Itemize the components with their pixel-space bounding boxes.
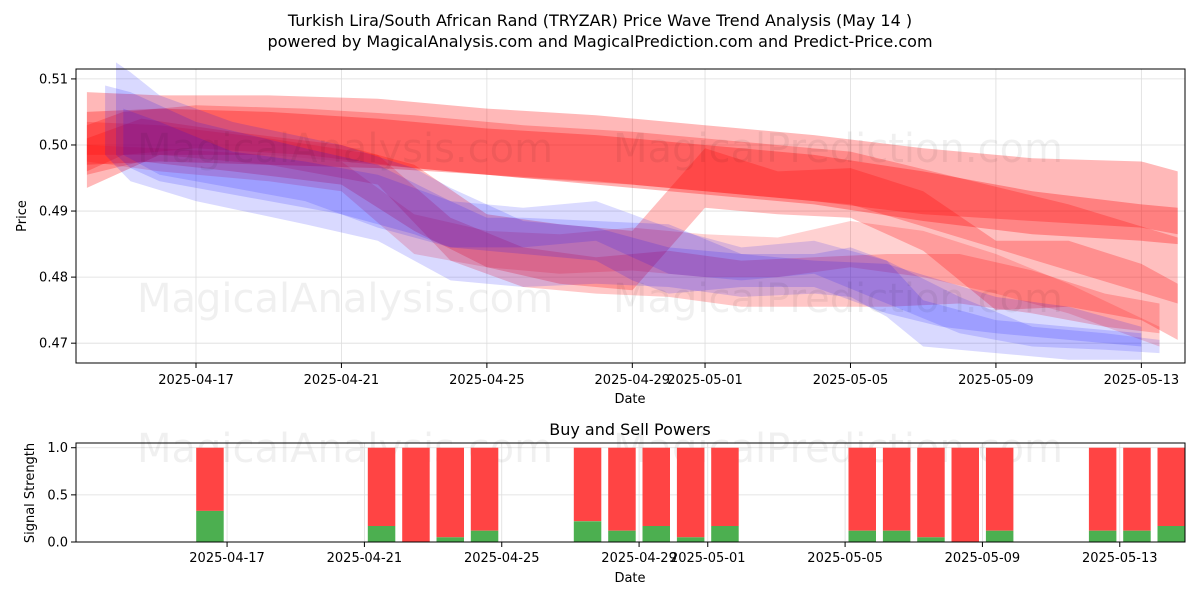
band-red-wave-5 [86,121,1160,334]
price-panel: MagicalAnalysis.com MagicalPrediction.co… [15,62,1186,407]
signal-ytick-label-1: 0.5 [47,488,68,503]
band-blue-wave-3 [123,108,1160,354]
price-ytick-label-0: 0.47 [39,337,68,352]
price-y-label: Price [15,200,30,232]
signal-xtick-label-3: 2025-04-29 [601,551,677,566]
sell-bar-7 [642,447,670,526]
price-bands [86,62,1178,360]
signal-xtick-label-2: 2025-04-25 [464,551,540,566]
watermark-analysis-mid: MagicalAnalysis.com [137,276,553,322]
price-ytick-label-1: 0.48 [39,271,68,286]
band-red-wave-2 [86,105,1178,304]
price-plot-frame [75,68,1186,364]
price-xtick-label-3: 2025-04-29 [595,373,671,388]
sell-bar-13 [951,447,979,542]
sell-bar-1 [367,447,396,526]
sell-bar-17 [1157,447,1185,526]
band-blue-wave-2 [116,62,1142,347]
sell-bar-14 [985,447,1014,531]
signal-xtick-label-5: 2025-05-05 [807,551,883,566]
signal-xtick-label-7: 2025-05-13 [1082,551,1158,566]
sell-bar-11 [882,447,911,531]
sell-bar-2 [402,447,430,542]
price-x-label: Date [614,392,645,407]
buy-bar-8 [676,537,705,542]
price-xtick-label-4: 2025-05-01 [667,373,743,388]
sell-bar-6 [608,447,636,531]
signal-x-label: Date [614,571,645,586]
buy-bar-15 [1088,530,1117,542]
signal-xtick-label-1: 2025-04-21 [327,551,403,566]
watermark-prediction-mid: MagicalPrediction.com [613,276,1063,322]
buy-bar-1 [367,526,396,542]
buy-bar-5 [573,521,602,542]
watermark-prediction-top: MagicalPrediction.com [613,126,1063,172]
sell-bar-9 [711,447,739,526]
signal-xtick-label-0: 2025-04-17 [189,551,265,566]
signal-ytick-label-0: 0.0 [47,536,68,551]
signal-title: Buy and Sell Powers [549,420,711,439]
band-red-wave-3 [86,92,1178,235]
buy-bar-9 [711,526,739,542]
price-y-axis: 0.47 0.48 0.49 0.50 0.51 [39,72,76,352]
band-blue-wave-1 [105,85,1142,360]
sell-bar-3 [436,447,464,538]
signal-bars [196,447,1185,542]
sell-bar-10 [848,447,876,531]
band-red-wave-4 [86,118,1178,340]
sell-bar-12 [917,447,945,538]
signal-xtick-label-6: 2025-05-09 [945,551,1021,566]
price-x-axis: 2025-04-17 2025-04-21 2025-04-25 2025-04-29… [158,363,1179,388]
buy-bar-11 [882,530,911,542]
signal-plot-frame [75,442,1186,543]
chart-subtitle: powered by MagicalAnalysis.com and Magic… [267,32,932,51]
price-xtick-label-5: 2025-05-05 [813,373,889,388]
signal-ytick-label-2: 1.0 [47,441,68,456]
sell-bar-5 [573,447,602,522]
chart-title: Turkish Lira/South African Rand (TRYZAR)… [287,11,912,30]
sell-bar-0 [196,447,224,511]
sell-bar-4 [470,447,499,531]
sell-bar-16 [1123,447,1151,531]
sell-bar-15 [1088,447,1117,531]
buy-bar-17 [1157,526,1185,542]
price-xtick-label-2: 2025-04-25 [449,373,525,388]
price-grid [76,69,1185,363]
signal-panel: Buy and Sell Powers MagicalAnalysis.com … [23,420,1186,586]
buy-bar-6 [608,530,636,542]
buy-bar-14 [985,530,1014,542]
price-xtick-label-6: 2025-05-09 [958,373,1034,388]
watermark-analysis-top: MagicalAnalysis.com [137,126,553,172]
buy-bar-4 [470,530,499,542]
price-xtick-label-1: 2025-04-21 [304,373,380,388]
sell-bar-8 [676,447,705,538]
signal-xtick-label-4: 2025-05-01 [670,551,746,566]
band-red-wave-6 [86,145,1160,347]
price-xtick-label-0: 2025-04-17 [158,373,234,388]
buy-bar-7 [642,526,670,542]
price-ytick-label-2: 0.49 [39,205,68,220]
price-ytick-label-3: 0.50 [39,138,68,153]
buy-bar-10 [848,530,876,542]
price-xtick-label-7: 2025-05-13 [1104,373,1180,388]
price-ytick-label-4: 0.51 [39,72,68,87]
buy-bar-12 [917,537,945,542]
buy-bar-16 [1123,530,1151,542]
signal-x-axis: 2025-04-17 2025-04-21 2025-04-25 2025-04-29… [189,542,1158,566]
buy-bar-0 [196,510,224,542]
signal-y-label: Signal Strength [23,443,38,543]
buy-bar-3 [436,537,464,542]
band-red-wave-1 [86,108,1178,245]
signal-y-axis: 0.0 0.5 1.0 [47,441,76,551]
